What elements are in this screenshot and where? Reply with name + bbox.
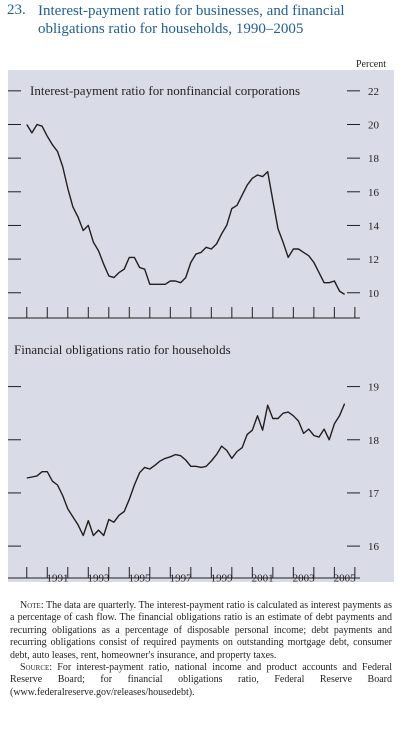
note-paragraph: Note: The data are quarterly. The intere… xyxy=(10,600,392,662)
x-tick-label: 1997 xyxy=(170,573,193,583)
chart-canvas: Interest-payment ratio for nonfinancial … xyxy=(8,83,380,583)
series-line-2-1 xyxy=(26,403,346,537)
y-tick-label-1: 20 xyxy=(368,119,380,131)
panel-title-2: Financial obligations ratio for househol… xyxy=(14,342,231,357)
x-tick-label: 1991 xyxy=(47,573,69,583)
x-tick-label: 1999 xyxy=(211,573,234,583)
note-text: The data are quarterly. The interest-pay… xyxy=(10,600,393,661)
x-tick-label: 1995 xyxy=(129,573,152,583)
x-tick-label: 1993 xyxy=(88,573,111,583)
percent-unit-label: Percent xyxy=(356,59,386,70)
y-tick-label-1: 12 xyxy=(368,254,379,266)
source-label: Source: xyxy=(20,662,53,674)
y-tick-label-2: 16 xyxy=(368,541,380,553)
figure-notes: Note: The data are quarterly. The intere… xyxy=(10,600,392,699)
panel-title-1: Interest-payment ratio for nonfinancial … xyxy=(30,83,300,98)
y-tick-label-1: 22 xyxy=(368,86,379,98)
source-text: For interest-payment ratio, national inc… xyxy=(10,662,392,698)
y-tick-label-1: 14 xyxy=(368,220,380,232)
figure-title: Interest-payment ratio for businesses, a… xyxy=(38,3,345,37)
figure-number: 23. xyxy=(7,2,26,18)
chart-panel: Interest-payment ratio for nonfinancial … xyxy=(8,70,394,582)
y-tick-label-2: 18 xyxy=(368,435,380,447)
y-tick-label-1: 16 xyxy=(368,187,380,199)
y-tick-label-1: 18 xyxy=(368,153,380,165)
y-tick-label-2: 19 xyxy=(368,382,380,394)
y-tick-label-1: 10 xyxy=(368,288,380,300)
note-label: Note: xyxy=(20,600,44,611)
source-paragraph: Source: For interest-payment ratio, nati… xyxy=(10,662,392,699)
y-tick-label-2: 17 xyxy=(368,488,380,500)
x-tick-label: 2001 xyxy=(252,573,274,583)
x-tick-label: 2005 xyxy=(334,573,357,583)
series-line-1-1 xyxy=(26,123,345,295)
x-tick-label: 2003 xyxy=(293,573,316,583)
